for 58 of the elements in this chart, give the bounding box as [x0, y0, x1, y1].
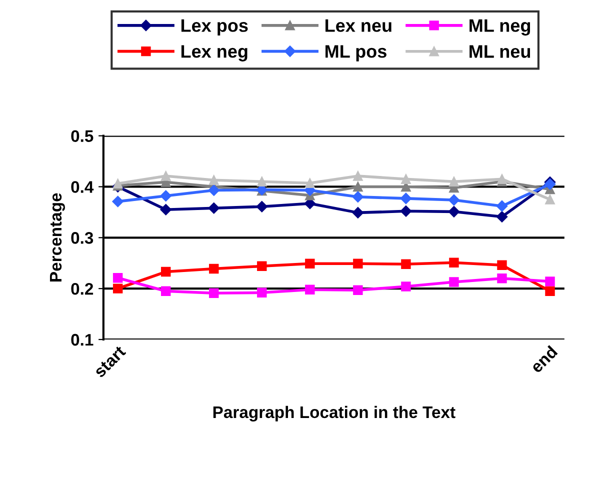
point: [305, 178, 315, 188]
y-tick-label: 0.3: [71, 232, 94, 244]
point: [545, 194, 555, 204]
point: [208, 184, 220, 196]
point: [353, 258, 363, 268]
point: [160, 190, 172, 202]
point: [448, 194, 460, 206]
point: [496, 200, 508, 212]
point: [545, 286, 555, 296]
point: [449, 258, 459, 268]
point: [160, 266, 171, 277]
legend-label: Lex neu: [326, 19, 392, 32]
legend-label: ML pos: [326, 45, 386, 62]
point: [545, 276, 555, 286]
point: [353, 171, 363, 181]
point: [353, 285, 363, 295]
point: [352, 207, 364, 218]
point: [352, 191, 364, 203]
point: [401, 259, 411, 269]
point: [353, 182, 363, 192]
point: [449, 176, 459, 186]
y-tick-label: 0.4: [71, 181, 94, 193]
point: [112, 284, 123, 294]
legend-label: ML neu: [470, 45, 530, 58]
point: [112, 196, 124, 208]
x-tick-label: end: [530, 345, 558, 374]
point: [257, 288, 267, 298]
point: [400, 192, 412, 204]
point: [209, 288, 219, 298]
point: [401, 174, 411, 184]
point: [448, 206, 460, 218]
point: [209, 175, 219, 185]
point: [257, 261, 267, 272]
point: [497, 174, 507, 184]
point: [209, 264, 219, 274]
point: [496, 211, 508, 222]
point: [256, 200, 268, 212]
point: [400, 206, 412, 217]
y-tick-label: 0.2: [71, 282, 94, 295]
y-tick-label: 0.5: [71, 130, 94, 142]
point: [160, 171, 171, 181]
point: [257, 176, 267, 186]
y-tick-label: 0.1: [71, 334, 94, 346]
y-axis-title: Percentage: [50, 193, 65, 282]
point: [160, 204, 172, 216]
point: [305, 284, 315, 294]
point: [401, 282, 411, 292]
x-axis-title: Paragraph Location in the Text: [213, 406, 456, 422]
legend-label: Lex pos: [181, 19, 248, 36]
point: [497, 274, 507, 284]
legend-label: ML neg: [470, 19, 530, 36]
point: [305, 258, 315, 268]
legend-label: Lex neg: [181, 45, 248, 62]
point: [497, 260, 507, 270]
point: [449, 277, 459, 287]
point: [208, 202, 220, 214]
point: [112, 273, 123, 283]
point: [160, 286, 171, 296]
